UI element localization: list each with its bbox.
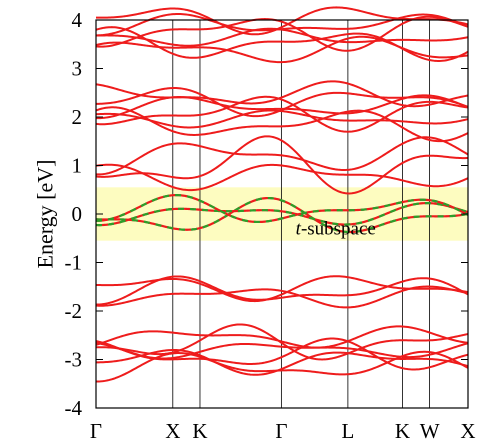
band-line (95, 341, 469, 360)
x-tick-label: X (460, 419, 475, 442)
band-line (95, 285, 469, 309)
band-line (95, 26, 469, 62)
y-tick-label: 4 (72, 8, 83, 32)
x-tick-label: Γ (275, 419, 287, 442)
y-axis: -4 -3 -2 -1 0 1 2 3 4 (65, 8, 468, 420)
band-line (95, 80, 469, 108)
t-subspace-label-italic: t (296, 218, 302, 239)
band-lines (95, 6, 469, 383)
band-line-t-dashed (95, 202, 469, 227)
band-line (95, 135, 469, 195)
band-line (95, 349, 469, 376)
band-line (95, 325, 469, 349)
band-line (95, 87, 469, 118)
band-line (95, 109, 469, 129)
t-subspace-label: t-subspace (296, 218, 376, 239)
t-subspace-label-text: -subspace (301, 218, 376, 239)
band-line (95, 275, 469, 303)
x-tick-label: X (165, 419, 180, 442)
x-tick-label: K (192, 419, 207, 442)
y-tick-label: -2 (65, 299, 83, 323)
band-line (95, 163, 469, 192)
band-line (95, 15, 469, 52)
band-line (95, 12, 469, 37)
y-tick-label: 0 (72, 202, 83, 226)
band-line-t-dashed (95, 193, 469, 224)
band-line (96, 350, 469, 383)
x-tick-label: Γ (90, 419, 102, 442)
y-tick-label: 3 (72, 57, 83, 81)
band-line (95, 106, 469, 143)
y-tick-label: 2 (72, 105, 83, 129)
band-line (95, 136, 469, 176)
y-tick-label: -4 (65, 396, 83, 420)
band-line (95, 323, 469, 361)
x-tick-label: L (341, 419, 354, 442)
t-subspace-highlight (96, 187, 468, 241)
x-tick-label: K (395, 419, 410, 442)
y-tick-label: -3 (65, 348, 83, 372)
y-axis-title: Energy [eV] (33, 160, 58, 269)
x-tick-label: W (420, 419, 440, 442)
band-line (95, 6, 469, 36)
kpoint-lines (172, 20, 431, 408)
y-tick-label: 1 (72, 154, 83, 178)
band-line-t-dashed (95, 196, 469, 234)
y-tick-label: -1 (65, 251, 83, 275)
